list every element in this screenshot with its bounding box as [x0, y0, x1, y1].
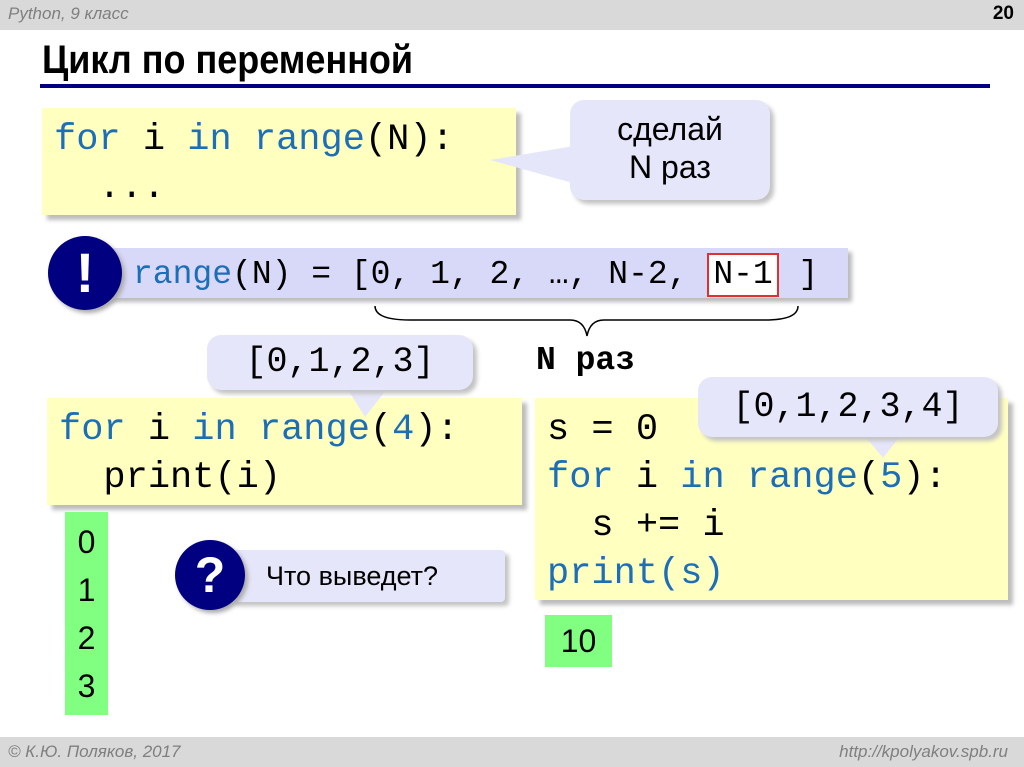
code-block-range-n: for i in range(N): ...	[42, 108, 516, 215]
keyword: in	[680, 457, 725, 499]
keyword: range	[231, 119, 365, 161]
callout-tail	[860, 430, 905, 458]
code-text: ]	[778, 256, 819, 293]
keyword: range	[236, 409, 370, 451]
code-text: i	[125, 409, 193, 451]
code-text: print(i)	[59, 457, 282, 499]
output-block-2: 10	[545, 615, 612, 667]
output-line: 1	[77, 572, 96, 608]
callout-text: N раз	[629, 149, 711, 185]
keyword: range	[133, 256, 233, 293]
code-block-range-4: for i in range(4): print(i)	[47, 398, 522, 505]
number: 4	[392, 409, 415, 451]
code-text: (	[857, 457, 881, 499]
list-bubble-4: [0,1,2,3]	[207, 335, 473, 390]
output-line: 2	[77, 620, 96, 656]
exclamation-icon: !	[48, 236, 122, 310]
code-text: ...	[54, 167, 166, 209]
copyright: © К.Ю. Поляков, 2017	[8, 742, 181, 761]
code-text: s += i	[547, 505, 725, 547]
code-text: ):	[902, 457, 947, 499]
code-text: i	[120, 119, 188, 161]
code-text: (N) = [0, 1, 2, …, N-2,	[232, 256, 708, 293]
code-text: ):	[414, 409, 459, 451]
output-line: 3	[77, 668, 96, 704]
question-icon: ?	[175, 540, 245, 610]
code-text: (N):	[364, 119, 454, 161]
course-label: Python, 9 класс	[8, 4, 129, 23]
output-line: 0	[77, 524, 96, 560]
header-bar	[0, 0, 1024, 30]
list-bubble-5: [0,1,2,3,4]	[698, 377, 998, 437]
output-block-1: 0 1 2 3	[65, 512, 108, 715]
code-text: (	[369, 409, 393, 451]
brace-icon	[374, 305, 799, 337]
keyword: in	[187, 119, 232, 161]
keyword: in	[192, 409, 237, 451]
code-text: s = 0	[547, 409, 659, 451]
callout-tail	[345, 385, 390, 417]
range-expression: range(N) = [0, 1, 2, …, N-2, N-1 ]	[133, 253, 818, 297]
keyword: range	[724, 457, 858, 499]
callout-text: сделай	[617, 111, 723, 147]
question-bubble: Что выведет?	[230, 550, 505, 602]
code-text: i	[613, 457, 681, 499]
title-underline	[40, 84, 990, 88]
last-value-highlight: N-1	[707, 253, 779, 297]
brace-label: N раз	[536, 342, 636, 379]
keyword: for	[547, 457, 614, 499]
number: 5	[880, 457, 903, 499]
footer-bar	[0, 737, 1024, 767]
code-text: print(s)	[547, 553, 725, 595]
callout-tail	[490, 145, 580, 185]
page-number: 20	[992, 3, 1014, 24]
callout-do-n-times: сделай N раз	[570, 100, 770, 200]
keyword: for	[59, 409, 126, 451]
keyword: for	[54, 119, 121, 161]
site-url[interactable]: http://kpolyakov.spb.ru	[839, 742, 1008, 761]
page-title: Цикл по переменной	[42, 38, 414, 82]
